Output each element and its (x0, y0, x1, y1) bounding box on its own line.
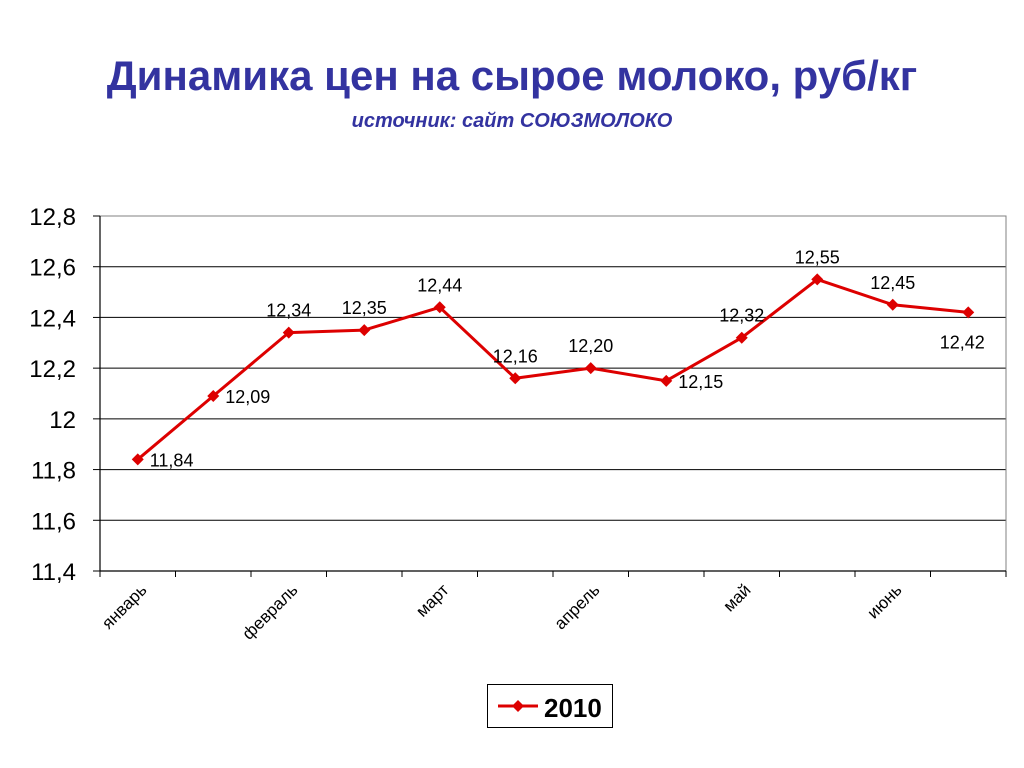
data-point (282, 326, 295, 339)
legend-label: 2010 (544, 693, 602, 723)
data-point (660, 374, 673, 387)
data-point (735, 331, 748, 344)
y-tick-label: 12 (49, 407, 76, 434)
data-point (131, 453, 144, 466)
y-tick-label: 12,4 (29, 305, 76, 332)
x-tick-label: январь (98, 580, 151, 633)
x-tick-label: апрель (551, 580, 604, 633)
data-point (509, 372, 522, 385)
data-label: 12,32 (719, 306, 764, 326)
x-tick-labels: январь февраль март апрель май июнь (98, 580, 906, 643)
chart-subtitle: источник: сайт СОЮЗМОЛОКО (351, 110, 673, 132)
data-labels: 11,84 12,09 12,34 12,35 12,44 12,16 12,20 12,15… (150, 247, 985, 470)
y-tick-label: 11,8 (31, 458, 76, 485)
y-tick-label: 12,8 (29, 204, 76, 231)
data-label: 12,34 (266, 301, 311, 321)
y-tick-label: 12,6 (29, 255, 76, 282)
data-label: 12,09 (225, 387, 270, 407)
data-point (811, 273, 824, 286)
series-2010 (131, 273, 975, 466)
series-line (136, 277, 969, 461)
y-tick-label: 12,2 (29, 356, 76, 383)
data-label: 12,45 (870, 273, 915, 293)
x-tick-label: май (719, 580, 754, 615)
data-label: 12,16 (493, 346, 538, 366)
legend: 2010 (487, 684, 613, 728)
data-point (433, 301, 446, 314)
data-label: 12,15 (678, 372, 723, 392)
data-point (886, 298, 899, 311)
data-point (962, 306, 975, 319)
x-tick-label: февраль (239, 580, 302, 643)
data-label: 12,20 (568, 336, 613, 356)
x-tick-label: июнь (864, 580, 906, 622)
y-tick-label: 11,4 (31, 559, 76, 586)
line-chart: 11,4 11,6 11,8 12 12,2 12,4 12,6 12,8 январь фев… (29, 204, 1007, 643)
chart-title: Динамика цен на сырое молоко, руб/кг (106, 52, 918, 99)
data-label: 11,84 (150, 450, 194, 470)
axes (93, 215, 1007, 577)
legend-swatch-icon (498, 700, 538, 712)
data-label: 12,55 (795, 247, 840, 267)
x-tick-label: март (412, 580, 452, 620)
y-tick-label: 11,6 (31, 508, 76, 535)
data-label: 12,44 (417, 275, 462, 295)
data-label: 12,42 (940, 332, 985, 352)
data-point (207, 390, 220, 403)
data-point (358, 324, 371, 337)
data-point (584, 362, 597, 375)
data-label: 12,35 (342, 298, 387, 318)
y-tick-labels: 11,4 11,6 11,8 12 12,2 12,4 12,6 12,8 (29, 204, 76, 586)
